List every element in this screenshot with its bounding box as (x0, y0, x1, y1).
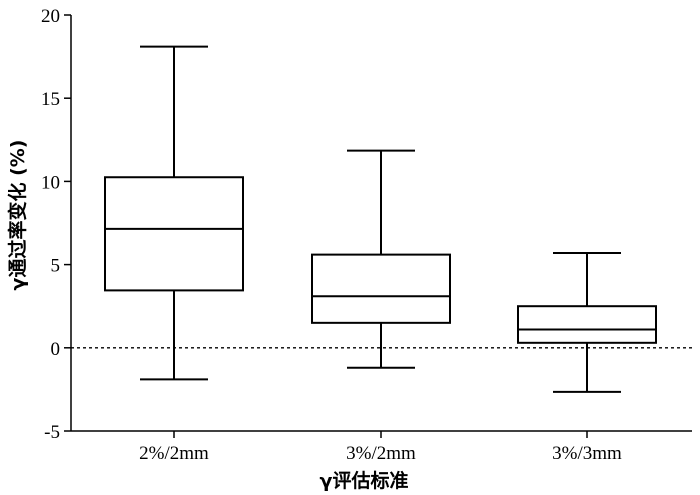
y-tick-label: 10 (41, 172, 60, 193)
x-tick-label: 2%/2mm (139, 443, 209, 464)
y-axis-title: γ通过率变化 (%) (6, 140, 29, 291)
tick-marks (64, 14, 588, 438)
interquartile-box (104, 176, 244, 292)
tick-labels: -5 0 5 10 15 20 2%/2mm 3%/2mm 3%/3mm (41, 6, 622, 464)
interquartile-box (311, 253, 451, 324)
y-tick-label: 5 (51, 256, 61, 277)
x-tick-label: 3%/2mm (346, 443, 416, 464)
box-3 (517, 251, 657, 393)
y-tick-label: 15 (41, 89, 60, 110)
box-1 (104, 45, 244, 381)
y-tick-label: 20 (41, 6, 60, 27)
y-tick-label: -5 (44, 422, 60, 443)
box-2 (311, 149, 451, 369)
interquartile-box (517, 305, 657, 344)
plot-area (71, 45, 692, 393)
x-axis-title: γ评估标准 (320, 469, 409, 492)
x-tick-label: 3%/3mm (552, 443, 622, 464)
y-tick-label: 0 (51, 339, 61, 360)
